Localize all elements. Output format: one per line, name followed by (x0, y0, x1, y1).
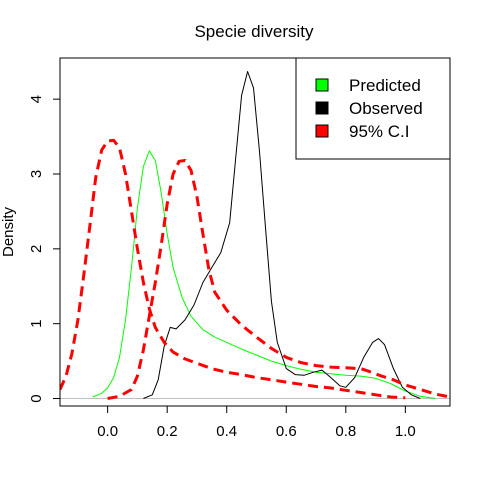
x-tick-label: 0.6 (276, 423, 297, 440)
x-tick-label: 0.4 (216, 423, 237, 440)
series-line-95-c-i-lower (60, 138, 406, 400)
legend-label-observed: Observed (349, 99, 423, 118)
x-tick-label: 0.8 (335, 423, 356, 440)
legend-swatch-95-c-i (315, 124, 329, 138)
series-line-predicted (92, 150, 436, 399)
x-tick-label: 0.0 (97, 423, 118, 440)
y-tick-label: 3 (28, 170, 45, 178)
legend-label-predicted: Predicted (349, 76, 421, 95)
plot-area (60, 71, 450, 400)
series-line-observed (143, 71, 421, 399)
x-tick-label: 1.0 (395, 423, 416, 440)
y-tick-label: 0 (28, 394, 45, 402)
legend-swatch-observed (315, 101, 329, 115)
y-tick-label: 2 (28, 245, 45, 253)
series-group (60, 71, 450, 400)
legend: Predicted Observed 95% C.I (295, 57, 451, 160)
legend-swatch-predicted (315, 78, 329, 92)
x-tick-label: 0.2 (157, 423, 178, 440)
series-line-95-c-i-upper (107, 159, 450, 400)
axes: 0.0 0.2 0.4 0.6 0.8 1.0 0 1 2 3 4 (28, 57, 451, 440)
y-axis-label: Density (0, 206, 17, 257)
chart-title: Specie diversity (194, 22, 314, 41)
plot-border (59, 57, 451, 407)
y-tick-label: 1 (28, 320, 45, 328)
legend-label-95-c-i: 95% C.I (349, 122, 409, 141)
y-tick-label: 4 (28, 95, 45, 103)
